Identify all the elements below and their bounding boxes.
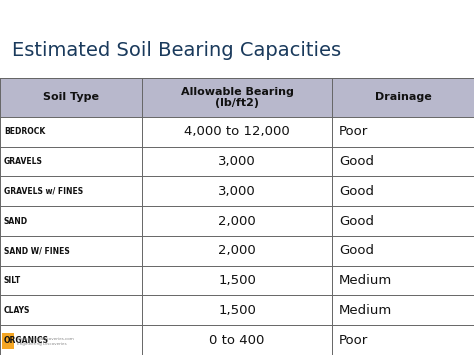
Text: 2,000: 2,000	[218, 214, 256, 228]
Text: Good: Good	[339, 155, 374, 168]
Text: 4,000 to 12,000: 4,000 to 12,000	[184, 125, 290, 138]
Text: Medium: Medium	[339, 304, 392, 317]
Bar	[0, 117, 474, 147]
Text: Poor: Poor	[339, 334, 368, 346]
Text: SILT: SILT	[4, 276, 21, 285]
Bar	[0, 295, 474, 325]
Text: 1,500: 1,500	[218, 274, 256, 287]
Text: Good: Good	[339, 214, 374, 228]
Bar	[0, 206, 474, 236]
Text: Allowable Bearing
(lb/ft2): Allowable Bearing (lb/ft2)	[181, 87, 293, 108]
Text: GRAVELS: GRAVELS	[4, 157, 43, 166]
Bar	[0, 325, 474, 355]
Text: CLAYS: CLAYS	[4, 306, 30, 315]
Text: 1,500: 1,500	[218, 304, 256, 317]
Text: Estimated Soil Bearing Capacities: Estimated Soil Bearing Capacities	[12, 41, 341, 60]
Text: BEDROCK: BEDROCK	[4, 127, 45, 136]
Bar	[2, 333, 14, 349]
Text: SAND: SAND	[4, 217, 28, 225]
Bar	[0, 78, 474, 117]
Text: engineeringdiscoveries.com
Engineering Discoveries: engineeringdiscoveries.com Engineering D…	[17, 337, 74, 346]
Text: Good: Good	[339, 244, 374, 257]
Text: Medium: Medium	[339, 274, 392, 287]
Text: Poor: Poor	[339, 125, 368, 138]
Text: GRAVELS w/ FINES: GRAVELS w/ FINES	[4, 187, 83, 196]
Text: 3,000: 3,000	[218, 185, 256, 198]
Text: SAND W/ FINES: SAND W/ FINES	[4, 246, 70, 255]
Bar	[0, 147, 474, 176]
Bar	[0, 176, 474, 206]
Bar	[0, 266, 474, 295]
Bar	[0, 236, 474, 266]
Text: Drainage: Drainage	[374, 93, 431, 103]
Text: ORGANICS: ORGANICS	[4, 335, 49, 345]
Text: 2,000: 2,000	[218, 244, 256, 257]
Text: Good: Good	[339, 185, 374, 198]
Text: 3,000: 3,000	[218, 155, 256, 168]
Text: 0 to 400: 0 to 400	[210, 334, 264, 346]
Text: Soil Type: Soil Type	[43, 93, 99, 103]
